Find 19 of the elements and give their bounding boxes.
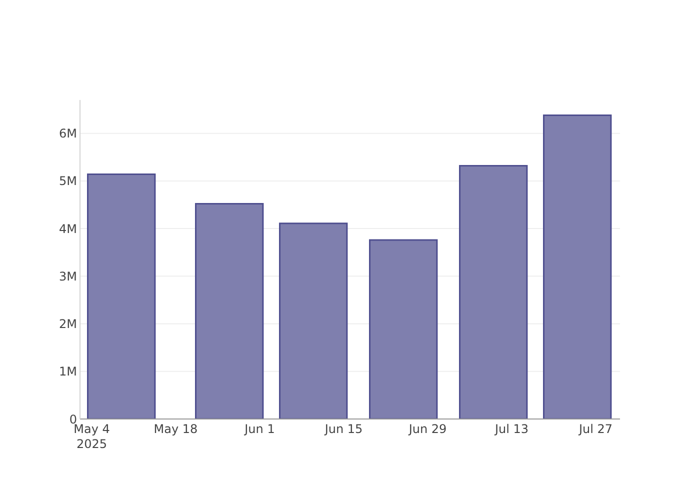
bar xyxy=(459,164,528,419)
x-tick-label: Jul 27 xyxy=(578,422,613,436)
x-tick-label: May 4 2025 xyxy=(74,422,110,451)
y-tick-label: 5M xyxy=(59,174,77,188)
y-tick-label: 2M xyxy=(59,317,77,332)
y-tick-label: 1M xyxy=(59,364,77,379)
y-tick-label: 6M xyxy=(59,126,77,141)
bar xyxy=(195,203,264,419)
x-tick-label: Jun 15 xyxy=(324,422,363,436)
bar xyxy=(87,174,156,419)
x-tick-label: May 18 xyxy=(154,422,198,436)
bar xyxy=(369,239,438,419)
bar xyxy=(279,222,348,419)
x-tick-label: Jun 29 xyxy=(408,422,447,436)
x-tick-label: Jun 1 xyxy=(244,422,275,436)
x-tick-label: Jul 13 xyxy=(494,422,529,436)
bar xyxy=(543,114,612,419)
y-tick-label: 3M xyxy=(59,269,77,284)
y-tick-label: 4M xyxy=(59,222,77,236)
